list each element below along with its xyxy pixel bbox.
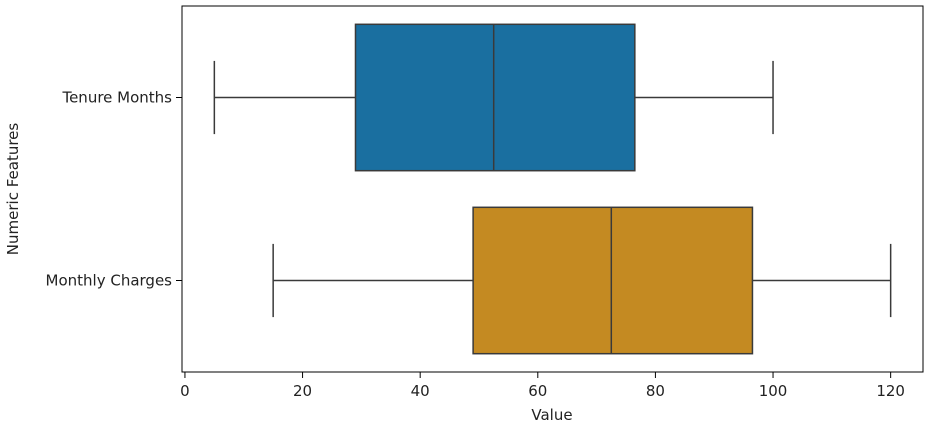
- x-tick-label: 60: [528, 382, 547, 400]
- box-iqr: [354, 23, 636, 172]
- x-axis: 0 20 40 60 80 100 120: [180, 372, 905, 400]
- y-tick-label: Monthly Charges: [46, 272, 173, 290]
- x-tick-label: 100: [759, 382, 788, 400]
- y-tick-label: Tenure Months: [61, 89, 172, 107]
- box-group: [272, 206, 892, 355]
- x-axis-label: Value: [531, 406, 572, 424]
- x-tick-label: 80: [646, 382, 665, 400]
- box-iqr: [472, 206, 754, 355]
- plot-frame: [181, 5, 924, 373]
- y-axis: Tenure Months Monthly Charges: [46, 89, 182, 290]
- y-axis-label: Numeric Features: [4, 123, 22, 256]
- x-tick-label: 120: [876, 382, 905, 400]
- x-tick-label: 0: [180, 382, 190, 400]
- plot-area: [213, 23, 892, 355]
- x-tick-label: 20: [293, 382, 312, 400]
- x-tick-label: 40: [411, 382, 430, 400]
- box-group: [213, 23, 774, 172]
